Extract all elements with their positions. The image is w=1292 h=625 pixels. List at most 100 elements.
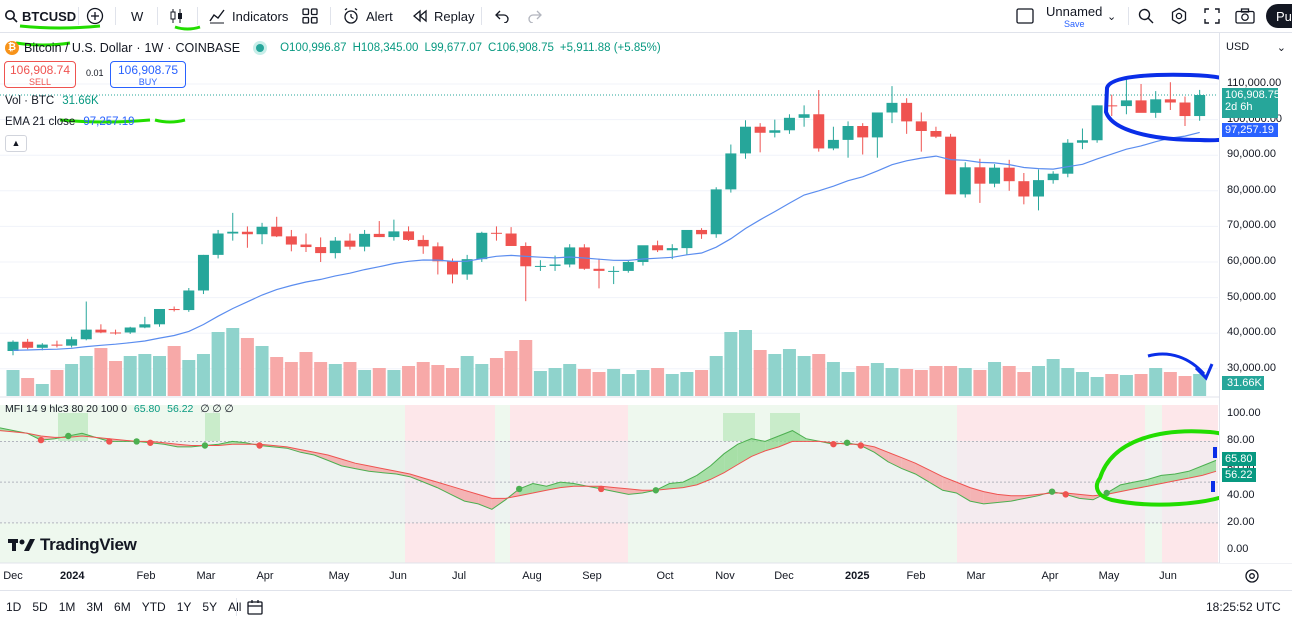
compare-button[interactable]	[86, 0, 104, 32]
candles-icon	[170, 9, 182, 23]
volume-bar	[489, 358, 503, 396]
range-button-1m[interactable]: 1M	[58, 600, 76, 614]
mfi-cross-dot	[830, 440, 837, 448]
fullscreen-icon	[1204, 8, 1220, 24]
symbol-legend-row: ₿ Bitcoin / U.S. Dollar · 1W · COINBASE …	[0, 38, 661, 58]
sell-price: 106,908.74	[9, 63, 71, 77]
symbol-name[interactable]: Bitcoin / U.S. Dollar	[24, 41, 133, 55]
ema-price-tag: 97,257.19	[1222, 123, 1278, 137]
ema-legend-row[interactable]: EMA 21 close 97,257.19	[0, 112, 661, 132]
range-button-1y[interactable]: 1Y	[176, 600, 192, 614]
candle-body	[783, 117, 795, 131]
buy-price: 106,908.75	[117, 63, 179, 77]
volume-bar	[21, 378, 35, 396]
mfi-signal-tag: 56.22	[1222, 468, 1256, 482]
range-button-ytd[interactable]: YTD	[141, 600, 166, 614]
volume-bar	[50, 370, 64, 396]
symbol-search-button[interactable]: BTCUSD	[4, 0, 76, 32]
collapse-legend-button[interactable]: ▲	[5, 135, 27, 152]
volume-bar	[607, 369, 621, 396]
time-tick-label: Dec	[774, 570, 794, 582]
currency-selector[interactable]: USD ⌄	[1226, 41, 1286, 54]
range-button-3m[interactable]: 3M	[86, 600, 104, 614]
volume-bar	[944, 366, 958, 396]
candle-body	[256, 226, 268, 235]
green-underline-annotation	[19, 24, 101, 30]
chevron-up-icon: ▲	[11, 138, 21, 148]
settings-button[interactable]	[1170, 0, 1188, 32]
publish-button[interactable]: Pu	[1266, 4, 1292, 28]
candle-body	[285, 236, 297, 245]
layout-dropdown[interactable]: ⌄	[1107, 0, 1116, 32]
axis-settings-button[interactable]	[1244, 568, 1260, 587]
volume-bar	[6, 370, 20, 396]
candle-body	[1091, 105, 1103, 141]
green-underline-annotation	[174, 25, 201, 31]
range-button-all[interactable]: All	[228, 600, 242, 614]
ohlc-change: +5,911.88 (+5.85%)	[559, 42, 661, 54]
redo-button[interactable]	[527, 0, 543, 32]
replay-button[interactable]: Replay	[412, 0, 474, 32]
volume-bar	[988, 362, 1002, 396]
candle-body	[842, 126, 854, 140]
search-sparkle-icon	[1138, 8, 1154, 24]
volume-bar	[328, 364, 342, 396]
goto-date-button[interactable]	[246, 591, 264, 623]
range-button-5d[interactable]: 5D	[32, 600, 48, 614]
mfi-legend[interactable]: MFI 14 9 hlc3 80 20 100 0 65.80 56.22 ∅ …	[5, 403, 234, 415]
candle-body	[403, 231, 415, 240]
candle-body	[681, 229, 693, 249]
time-tick-label: Jun	[389, 570, 407, 582]
candle-body	[1047, 173, 1059, 181]
mfi-cross-dot	[843, 439, 851, 446]
snapshot-button[interactable]	[1235, 0, 1255, 32]
volume-bar	[1061, 368, 1075, 396]
window-icon	[1016, 8, 1034, 24]
range-button-5y[interactable]: 5Y	[202, 600, 218, 614]
candle-body	[1106, 105, 1118, 107]
mfi-value-tag: 65.80	[1222, 452, 1256, 466]
candle-body	[7, 341, 19, 351]
indicators-button[interactable]: Indicators	[208, 0, 288, 32]
volume-legend-row[interactable]: Vol · BTC 31.66K	[0, 90, 661, 112]
tradingview-watermark[interactable]: TradingView	[8, 535, 137, 555]
fullscreen-button[interactable]	[1204, 0, 1220, 32]
candle-body	[1194, 95, 1206, 117]
timezone-clock[interactable]: 18:25:52 UTC	[1206, 591, 1281, 623]
candle-body	[490, 232, 502, 234]
mfi-fill-segment	[450, 486, 465, 502]
interval-button[interactable]: W	[131, 0, 143, 32]
volume-bar	[182, 360, 196, 396]
mfi-fill-segment	[1188, 465, 1203, 479]
range-button-1d[interactable]: 1D	[6, 600, 22, 614]
chart-type-button[interactable]	[168, 0, 186, 32]
time-tick-label: 2025	[845, 570, 870, 582]
ohlc-open: O100,996.87	[280, 42, 347, 54]
undo-button[interactable]	[494, 0, 510, 32]
volume-bar	[196, 354, 210, 396]
date-range-buttons: 1D 5D 1M 3M 6M YTD 1Y 5Y All	[6, 591, 252, 623]
volume-bar	[240, 338, 254, 396]
candle-body	[505, 233, 517, 246]
alert-button[interactable]: Alert	[342, 0, 393, 32]
volume-bar	[153, 356, 166, 396]
layout-name-menu[interactable]: Unnamed Save	[1046, 4, 1116, 29]
mfi-fill-segment	[478, 494, 492, 510]
sell-button[interactable]: 106,908.74 SELL	[4, 61, 76, 88]
quick-search-button[interactable]	[1137, 0, 1155, 32]
bitcoin-icon: ₿	[5, 41, 19, 55]
templates-button[interactable]	[302, 0, 318, 32]
layout-toggle[interactable]	[1016, 0, 1034, 32]
time-tick-label: Apr	[1041, 570, 1059, 582]
volume-bar	[592, 372, 606, 396]
buy-button[interactable]: 106,908.75 BUY	[110, 61, 186, 88]
time-tick-label: Dec	[3, 570, 23, 582]
mfi-fill-segment	[327, 455, 342, 466]
volume-bar	[79, 356, 93, 396]
spread-value: 0.01	[86, 68, 104, 78]
price-tick-label: 30,000.00	[1227, 361, 1276, 374]
range-button-6m[interactable]: 6M	[114, 600, 131, 614]
time-axis[interactable]: Dec 2024 Feb Mar Apr May Jun Jul Aug Sep Oct Nov Dec…	[0, 563, 1219, 590]
candle-body	[622, 262, 634, 271]
